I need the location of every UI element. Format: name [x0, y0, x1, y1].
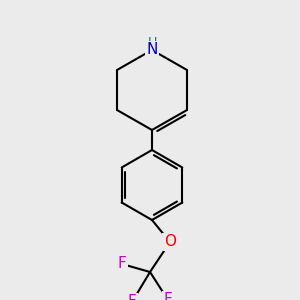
- Text: F: F: [128, 295, 136, 300]
- Text: F: F: [118, 256, 126, 272]
- Text: H: H: [147, 35, 157, 49]
- Text: N: N: [146, 43, 158, 58]
- Text: F: F: [164, 292, 172, 300]
- Text: O: O: [164, 235, 176, 250]
